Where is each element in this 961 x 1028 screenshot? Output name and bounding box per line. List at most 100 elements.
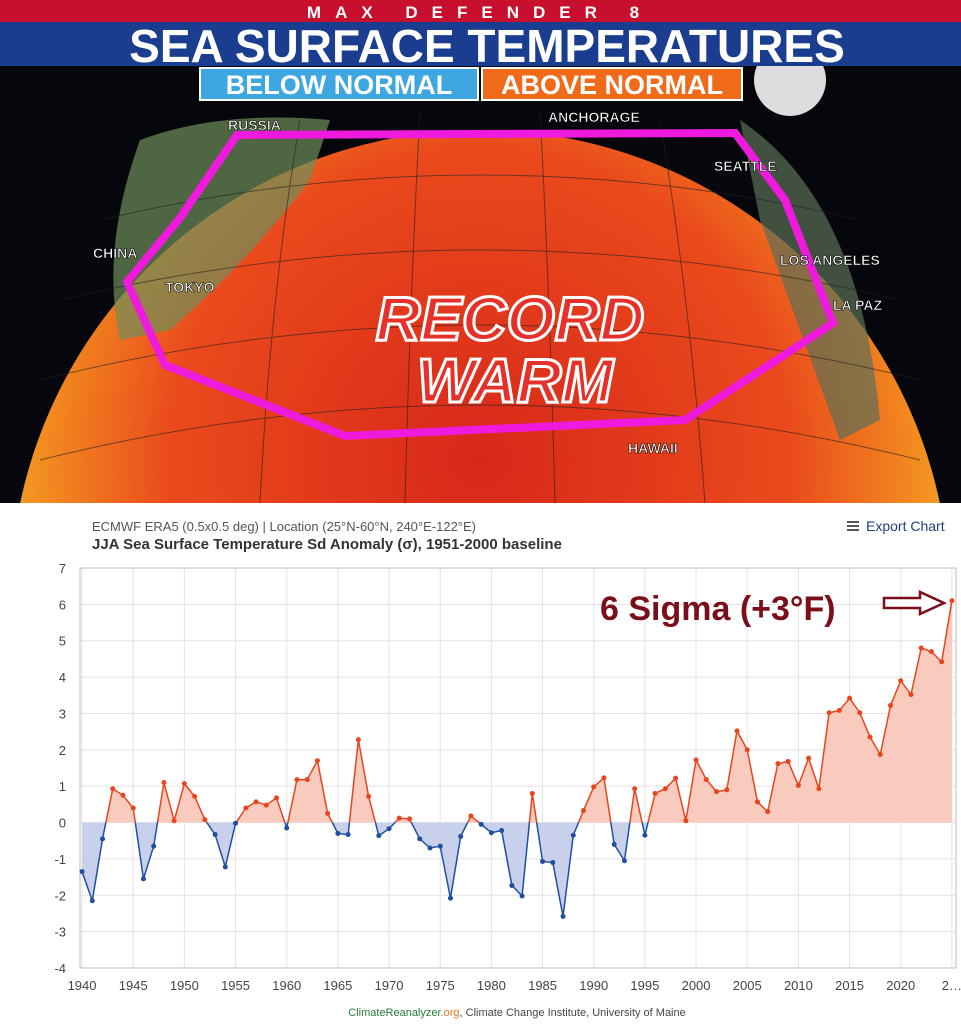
point [724,787,730,793]
point [273,795,279,801]
region-outline [122,128,838,441]
point [447,895,453,901]
point [570,832,576,838]
x-tick-label: 1990 [579,978,608,993]
point [765,809,771,815]
point [202,817,208,823]
land [113,117,330,340]
title-bar [0,22,961,66]
place-label: HAWAII [628,440,678,456]
point [652,790,658,796]
station: MAX DEFENDER 8 [307,3,653,22]
point [714,789,720,795]
x-tick-label: 2… [942,978,961,993]
x-tick-label: 1950 [170,978,199,993]
y-tick-label: 0 [59,816,66,831]
point [427,845,433,851]
point [488,830,494,836]
point [847,695,853,701]
point [734,728,740,734]
point [683,818,689,824]
point [693,757,699,763]
point [611,841,617,847]
point [478,821,484,827]
point [621,858,627,864]
point [140,876,146,882]
point [458,833,464,839]
point [222,864,228,870]
point [826,710,832,716]
place-label: RUSSIA [228,117,281,133]
point [130,805,136,811]
menu-icon [847,529,859,531]
area [82,822,649,917]
export-button[interactable]: Export Chart [847,518,945,534]
point [192,793,198,799]
x-tick-label: 1965 [323,978,352,993]
point [284,825,290,831]
point [540,858,546,864]
place-label: LA PAZ [833,297,882,313]
x-tick-label: 1940 [68,978,97,993]
y-tick-label: 6 [59,597,66,612]
point [632,786,638,792]
point [918,645,924,651]
point [877,752,883,758]
x-tick-label: 2000 [682,978,711,993]
callout: WARM [417,347,615,416]
line [105,600,953,823]
station-bar [0,0,961,22]
point [468,813,474,819]
graphic-title: SEA SURFACE TEMPERATURES [129,20,845,72]
line [81,822,649,917]
point [314,758,320,764]
x-tick-label: 1975 [426,978,455,993]
point [345,832,351,838]
x-tick-label: 2020 [886,978,915,993]
point [744,747,750,753]
point [407,816,413,822]
place-label: TOKYO [165,279,215,295]
point [836,708,842,714]
x-tick-label: 1980 [477,978,506,993]
x-tick-label: 1955 [221,978,250,993]
graticule [39,109,921,503]
x-tick-label: 2015 [835,978,864,993]
point [928,649,934,655]
land [740,120,880,440]
credit-part: , Climate Change Institute, University o… [460,1007,686,1019]
credit-part: ClimateReanalyzer [348,1007,441,1019]
y-tick-label: 3 [59,706,66,721]
point [785,758,791,764]
y-tick-label: 7 [59,561,66,576]
y-tick-label: -4 [54,961,66,976]
point [662,786,668,792]
point [151,843,157,849]
callout: RECORD [376,285,645,354]
point [294,777,300,783]
x-tick-label: 1945 [119,978,148,993]
point [417,836,423,842]
point [795,782,801,788]
point [181,781,187,787]
point [949,598,955,604]
point [263,802,269,808]
legend-above [481,67,743,101]
y-tick-label: -2 [54,888,66,903]
point [396,815,402,821]
point [857,710,863,716]
x-tick-label: 1970 [375,978,404,993]
point [100,836,106,842]
point [335,830,341,836]
place-label: SEATTLE [714,158,777,174]
point [499,828,505,834]
point [509,882,515,888]
point [89,898,95,904]
area [82,600,952,823]
point [754,799,760,805]
point [816,786,822,792]
export-label[interactable]: Export Chart [866,518,945,534]
point [110,786,116,792]
point [908,692,914,698]
